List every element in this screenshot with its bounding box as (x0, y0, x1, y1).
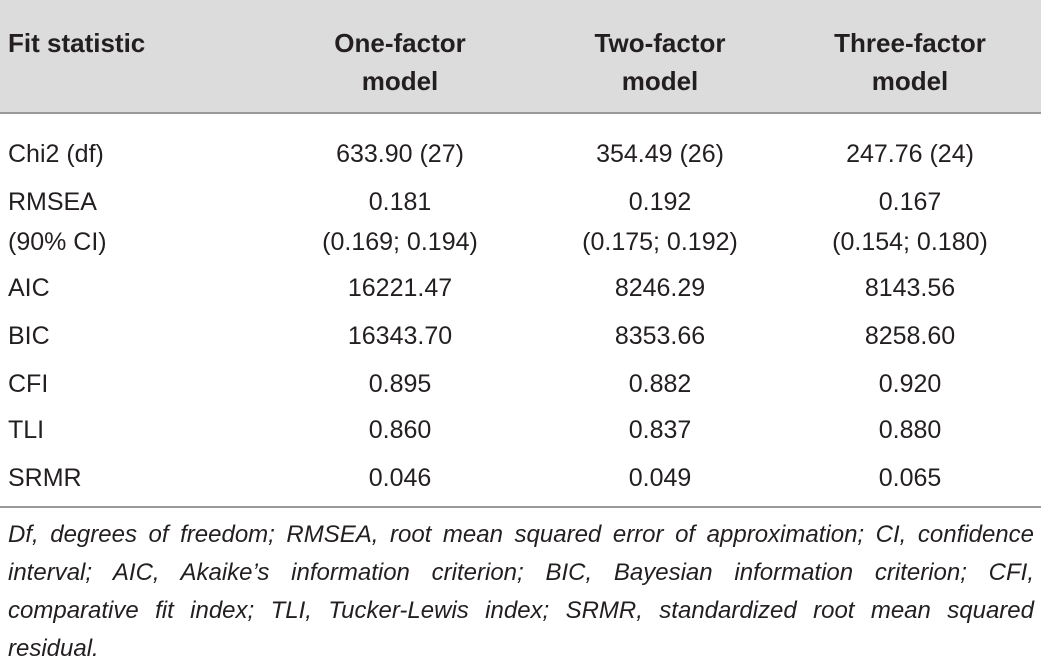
header-one-factor-model: One-factor model (250, 24, 550, 100)
header-two-factor-line2: model (621, 66, 699, 96)
row-label: TLI (8, 416, 45, 444)
cell-ci: (0.169; 0.194) (322, 228, 478, 256)
cell-one-factor: 0.046 (368, 464, 432, 492)
cell-three-factor: 0.880 (878, 416, 942, 444)
header-three-factor-model: Three-factor model (760, 24, 1041, 100)
table-body: Chi2 (df) 633.90 (27) 354.49 (26) 247.76… (0, 114, 1041, 508)
header-three-factor-line2: model (871, 66, 949, 96)
cell-three-factor: 0.167 (0.154; 0.180) (760, 182, 1041, 262)
cell-one-factor: 16343.70 (347, 322, 453, 350)
cell-two-factor: 0.882 (628, 370, 692, 398)
cell-one-factor: 633.90 (27) (336, 140, 464, 168)
cell-two-factor: 0.837 (628, 416, 692, 444)
row-label: BIC (8, 322, 50, 350)
table-footnote: Df, degrees of freedom; RMSEA, root mean… (8, 521, 1034, 662)
header-fit-statistic: Fit statistic (8, 28, 146, 58)
cell-value: 0.192 (628, 188, 692, 216)
row-label: Chi2 (df) (8, 140, 104, 168)
cell-ci: (0.154; 0.180) (832, 228, 988, 256)
cell-ci: (0.175; 0.192) (582, 228, 738, 256)
cell-three-factor: 0.065 (878, 464, 942, 492)
cell-one-factor: 0.181 (0.169; 0.194) (250, 182, 550, 262)
cell-three-factor: 8143.56 (864, 274, 956, 302)
cell-one-factor: 0.895 (368, 370, 432, 398)
footnote-divider (0, 506, 1041, 508)
header-two-factor-model: Two-factor model (510, 24, 810, 100)
cell-two-factor: 8353.66 (614, 322, 706, 350)
cell-one-factor: 0.860 (368, 416, 432, 444)
row-label: RMSEA (90% CI) (8, 182, 107, 262)
cell-one-factor: 16221.47 (347, 274, 453, 302)
header-three-factor-line1: Three-factor (834, 28, 986, 58)
cell-three-factor: 8258.60 (864, 322, 956, 350)
cell-three-factor: 247.76 (24) (846, 140, 974, 168)
cell-three-factor: 0.920 (878, 370, 942, 398)
header-one-factor-line1: One-factor (334, 28, 466, 58)
cell-value: 0.167 (878, 188, 942, 216)
cell-two-factor: 0.192 (0.175; 0.192) (510, 182, 810, 262)
header-one-factor-line2: model (361, 66, 439, 96)
header-two-factor-line1: Two-factor (594, 28, 726, 58)
cell-two-factor: 354.49 (26) (596, 140, 724, 168)
row-label: AIC (8, 274, 50, 302)
row-label: SRMR (8, 464, 82, 492)
cell-two-factor: 8246.29 (614, 274, 706, 302)
cell-two-factor: 0.049 (628, 464, 692, 492)
table-header: Fit statistic One-factor model Two-facto… (0, 0, 1041, 114)
cell-value: 0.181 (368, 188, 432, 216)
row-label-line1: RMSEA (8, 188, 97, 216)
row-label: CFI (8, 370, 49, 398)
row-label-line2: (90% CI) (8, 228, 107, 256)
